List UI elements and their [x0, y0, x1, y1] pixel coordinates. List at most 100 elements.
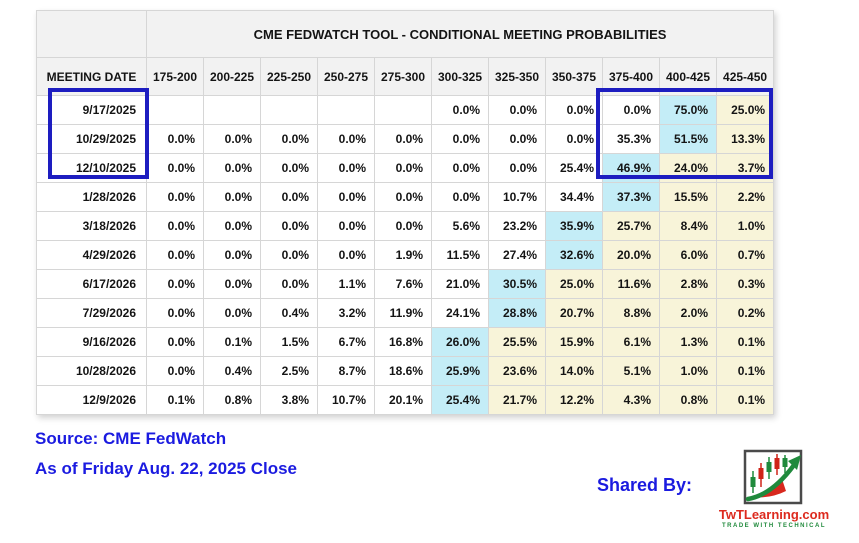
probability-cell: 0.0%: [431, 124, 489, 154]
probability-cell: 1.0%: [715, 211, 775, 241]
shared-by-label: Shared By:: [597, 475, 693, 495]
rate-range-header: 225-250: [260, 57, 318, 96]
probability-cell: 25.5%: [488, 327, 546, 357]
meeting-date-cell: 12/10/2025: [36, 153, 147, 183]
meeting-date-header: MEETING DATE: [36, 57, 147, 96]
probability-cell: 0.0%: [146, 153, 204, 183]
probability-cell: 1.9%: [374, 240, 432, 270]
probability-cell: 0.0%: [317, 153, 375, 183]
probability-cell: 0.1%: [715, 356, 775, 386]
probability-cell: 26.0%: [431, 327, 489, 357]
probability-cell: 2.8%: [659, 269, 717, 299]
probability-cell: [317, 95, 375, 125]
rate-range-header: 200-225: [203, 57, 261, 96]
table-row: 10/28/2026 0.0% 0.4% 2.5% 8.7% 18.6% 25.9% 23.6…: [36, 356, 775, 386]
probability-cell: 0.0%: [431, 95, 489, 125]
probability-cell: 0.0%: [203, 298, 261, 328]
probability-cell: 0.0%: [203, 182, 261, 212]
probability-cell: 0.0%: [317, 124, 375, 154]
probability-cell: 2.2%: [715, 182, 775, 212]
probability-cell: 0.0%: [374, 124, 432, 154]
source-text: Source: CME FedWatch: [35, 429, 227, 448]
probability-cell: 7.6%: [374, 269, 432, 299]
probability-cell: 3.2%: [317, 298, 375, 328]
meeting-date-cell: 9/17/2025: [36, 95, 147, 125]
probability-cell: 0.0%: [488, 124, 546, 154]
probability-cell: 1.1%: [317, 269, 375, 299]
meeting-date-cell: 12/9/2026: [36, 385, 147, 415]
rate-range-header: 350-375: [545, 57, 603, 96]
probability-cell: 14.0%: [545, 356, 603, 386]
probability-cell: 25.4%: [545, 153, 603, 183]
table-row: 4/29/2026 0.0% 0.0% 0.0% 0.0% 1.9% 11.5% 27.4% 3…: [36, 240, 775, 270]
rate-range-header: 325-350: [488, 57, 546, 96]
probability-cell: 0.0%: [146, 124, 204, 154]
probability-cell: 0.0%: [431, 153, 489, 183]
probability-cell: 0.0%: [431, 182, 489, 212]
probability-cell: 0.4%: [260, 298, 318, 328]
probability-cell: 5.1%: [602, 356, 660, 386]
probability-cell: 25.0%: [545, 269, 603, 299]
probability-cell: 10.7%: [488, 182, 546, 212]
probability-cell: 0.0%: [203, 269, 261, 299]
probability-cell: 1.3%: [659, 327, 717, 357]
probability-cell: [146, 95, 204, 125]
twtlearning-logo: TwTLearning.com TRADE WITH TECHNICAL: [710, 449, 838, 530]
probability-cell: 25.9%: [431, 356, 489, 386]
meeting-date-cell: 3/18/2026: [36, 211, 147, 241]
table-row: 3/18/2026 0.0% 0.0% 0.0% 0.0% 0.0% 5.6% 23.2% 35…: [36, 211, 775, 241]
probability-cell: 0.0%: [146, 269, 204, 299]
probability-cell: 24.0%: [659, 153, 717, 183]
rate-range-header: 425-450: [715, 57, 775, 96]
probability-cell: 8.8%: [602, 298, 660, 328]
rate-range-header: 175-200: [146, 57, 204, 96]
rate-range-header: 375-400: [602, 57, 660, 96]
probability-cell: 30.5%: [488, 269, 546, 299]
probability-cell: 3.7%: [715, 153, 775, 183]
probability-cell: 0.0%: [317, 240, 375, 270]
probability-cell: 0.3%: [715, 269, 775, 299]
probability-cell: 0.0%: [374, 153, 432, 183]
table-title: CME FEDWATCH TOOL - CONDITIONAL MEETING …: [145, 10, 775, 58]
probability-cell: 11.5%: [431, 240, 489, 270]
logo-tagline: TRADE WITH TECHNICAL: [722, 523, 826, 529]
table-row: 10/29/2025 0.0% 0.0% 0.0% 0.0% 0.0% 0.0% 0.0% 0.…: [36, 124, 775, 154]
probability-cell: 1.0%: [659, 356, 717, 386]
probability-cell: 0.1%: [146, 385, 204, 415]
probability-cell: 25.4%: [431, 385, 489, 415]
table-row: 1/28/2026 0.0% 0.0% 0.0% 0.0% 0.0% 0.0% 10.7% 34…: [36, 182, 775, 212]
probability-cell: 25.7%: [602, 211, 660, 241]
as-of-text: As of Friday Aug. 22, 2025 Close: [35, 459, 298, 478]
probability-cell: [374, 95, 432, 125]
probability-cell: 15.9%: [545, 327, 603, 357]
probability-cell: 21.7%: [488, 385, 546, 415]
probability-cell: 0.0%: [260, 211, 318, 241]
probability-cell: 15.5%: [659, 182, 717, 212]
probability-cell: 11.9%: [374, 298, 432, 328]
logo-name: TwTLearning.com: [718, 507, 830, 522]
probability-cell: 8.7%: [317, 356, 375, 386]
meeting-date-cell: 7/29/2026: [36, 298, 147, 328]
probability-cell: 0.0%: [203, 240, 261, 270]
probability-cell: 0.0%: [203, 124, 261, 154]
probability-cell: 0.0%: [203, 153, 261, 183]
probability-table: CME FEDWATCH TOOL - CONDITIONAL MEETING …: [36, 10, 775, 415]
fedwatch-table: CME FEDWATCH TOOL - CONDITIONAL MEETING …: [36, 10, 775, 415]
table-row: 12/10/2025 0.0% 0.0% 0.0% 0.0% 0.0% 0.0% 0.0% 25…: [36, 153, 775, 183]
probability-cell: 0.0%: [146, 240, 204, 270]
probability-cell: 27.4%: [488, 240, 546, 270]
rate-range-header: 400-425: [659, 57, 717, 96]
probability-cell: 3.8%: [260, 385, 318, 415]
probability-cell: 0.0%: [488, 95, 546, 125]
probability-cell: 0.1%: [715, 385, 775, 415]
meeting-date-cell: 10/29/2025: [36, 124, 147, 154]
rate-range-header: 250-275: [317, 57, 375, 96]
table-row: 6/17/2026 0.0% 0.0% 0.0% 1.1% 7.6% 21.0% 30.5% 2…: [36, 269, 775, 299]
probability-cell: 0.0%: [146, 298, 204, 328]
probability-cell: 6.1%: [602, 327, 660, 357]
probability-cell: 0.0%: [374, 182, 432, 212]
probability-cell: 0.0%: [317, 182, 375, 212]
probability-cell: 2.5%: [260, 356, 318, 386]
meeting-date-cell: 10/28/2026: [36, 356, 147, 386]
